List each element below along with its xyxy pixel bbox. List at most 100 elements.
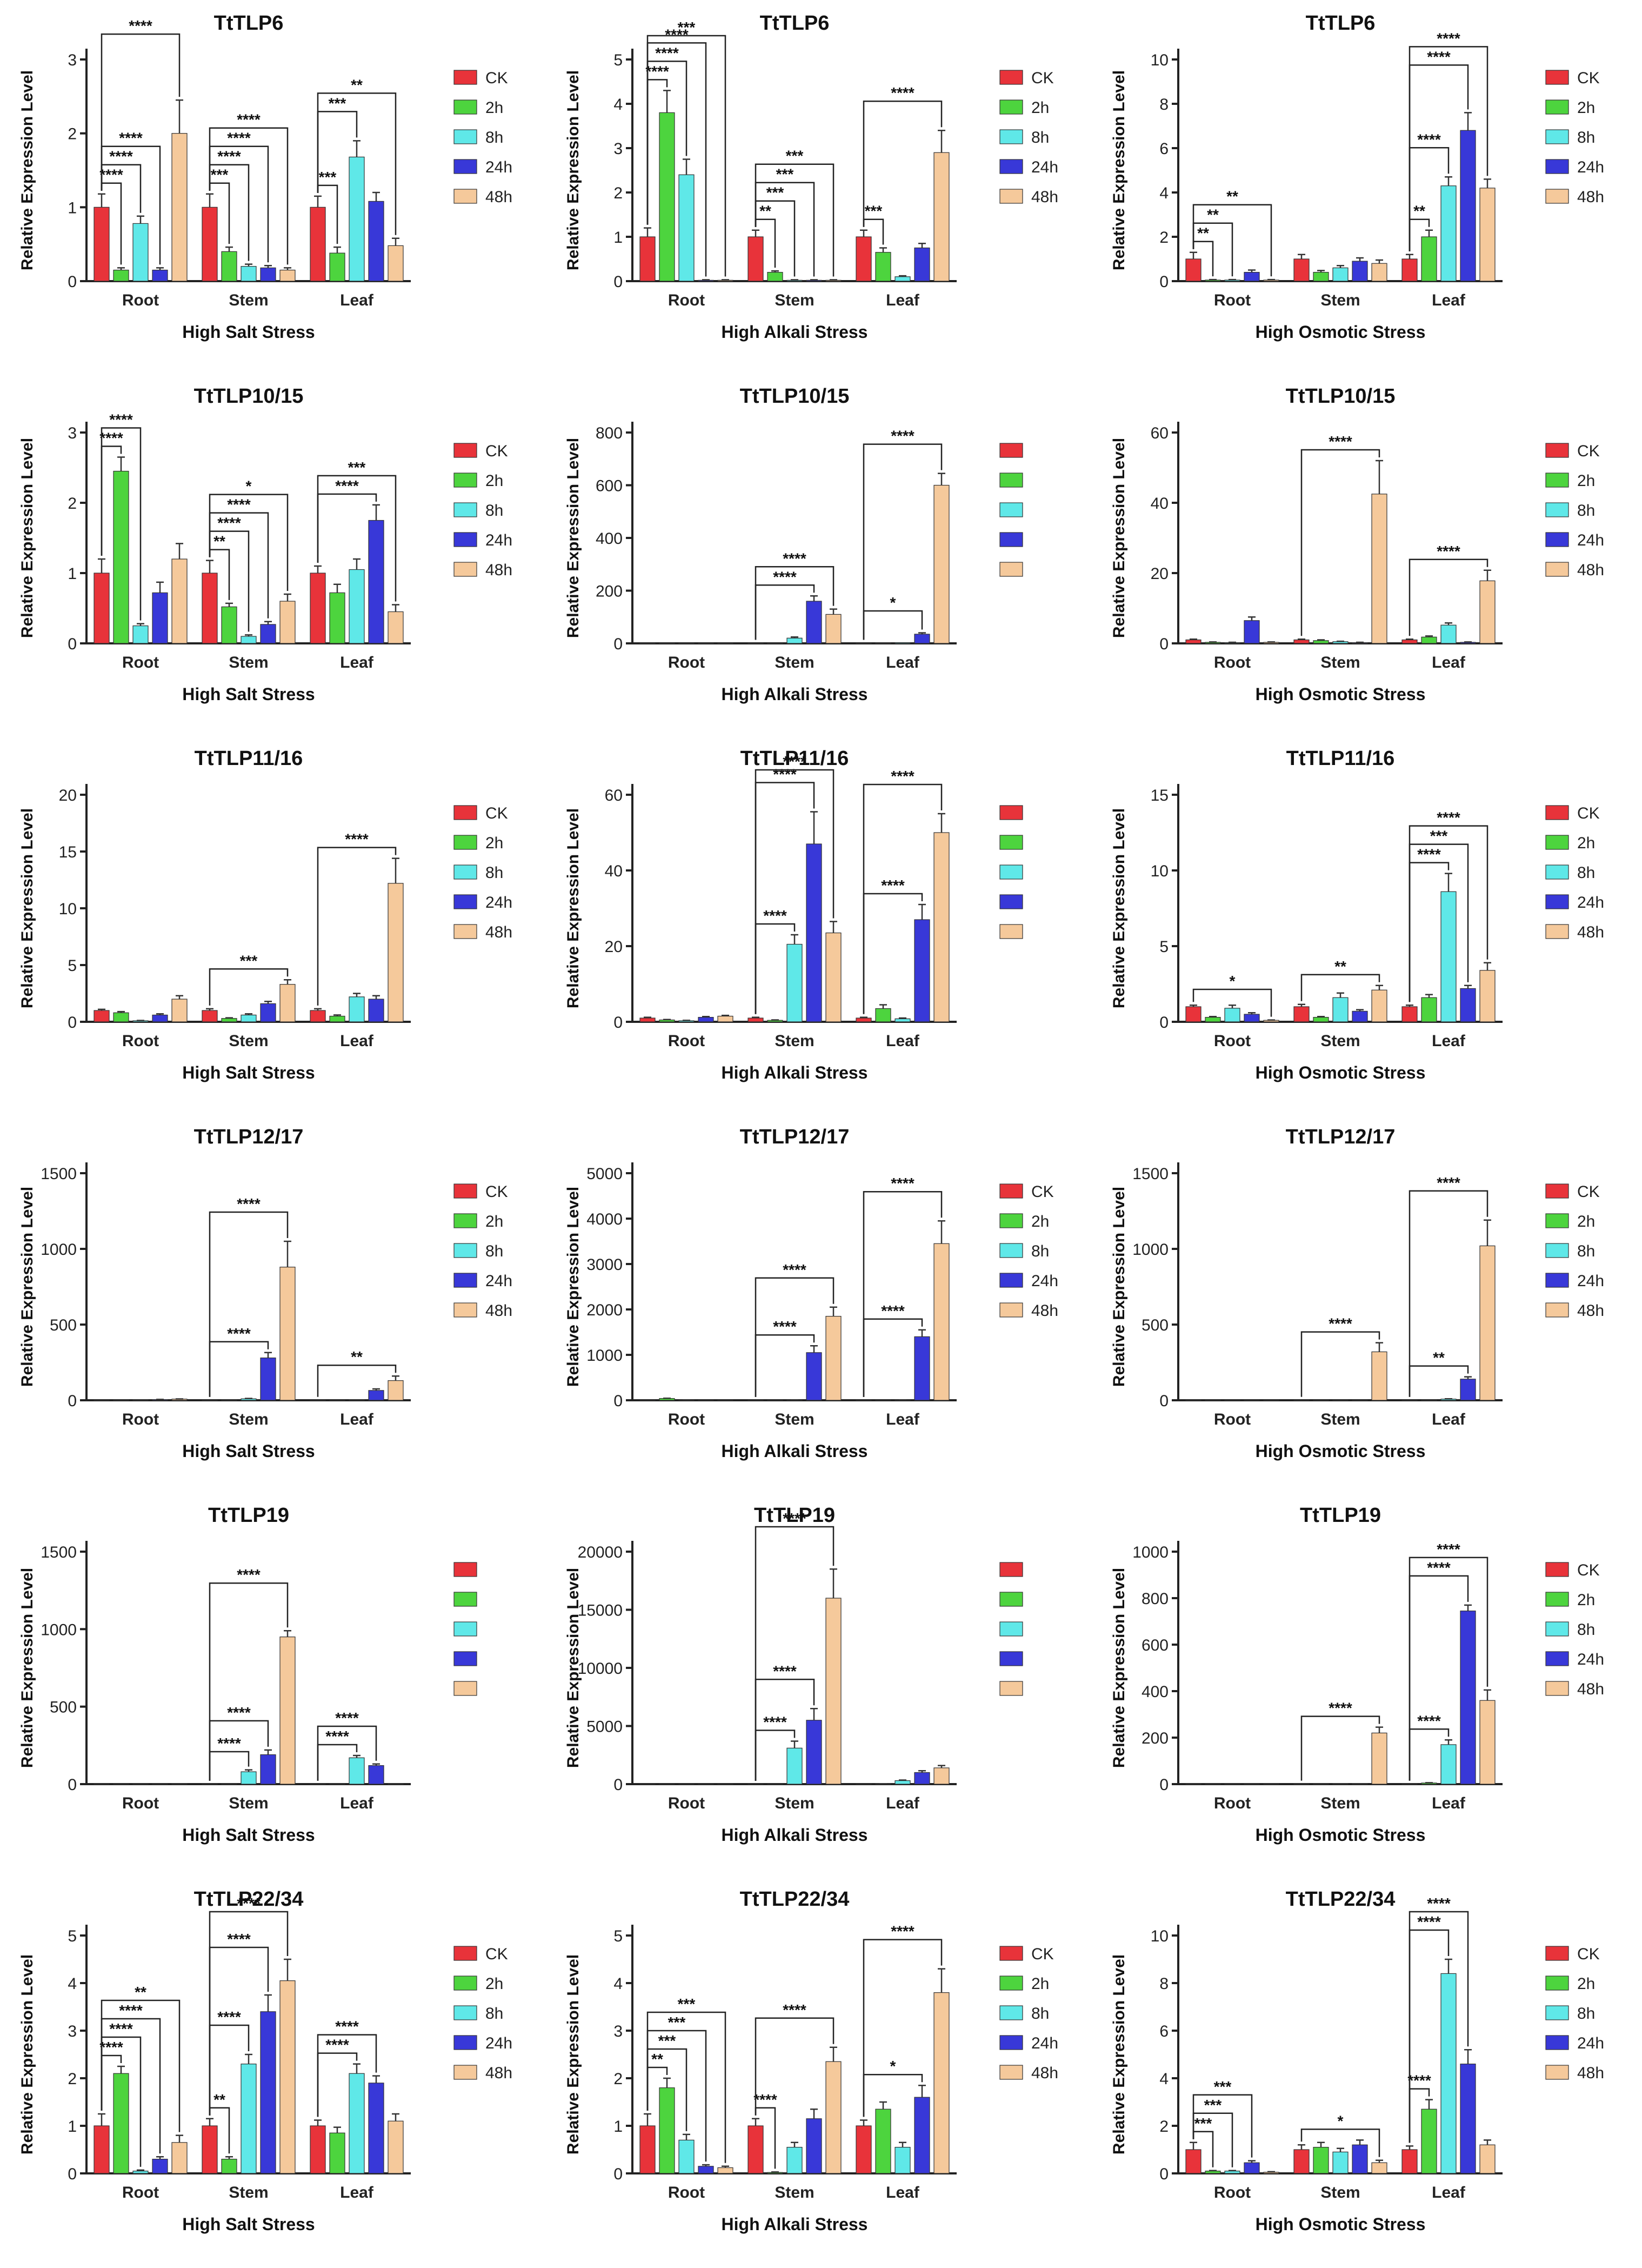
legend-swatch-8h <box>454 865 477 879</box>
legend-label: 8h <box>1031 2005 1049 2023</box>
bar-2h-Root <box>114 1013 129 1022</box>
x-tick-label: Leaf <box>340 2184 374 2202</box>
legend-label: 48h <box>1577 188 1604 206</box>
x-tick-label: Root <box>668 1411 705 1428</box>
bar-2h-Stem <box>1313 272 1329 281</box>
legend-swatch-48h <box>454 1303 477 1317</box>
x-tick-label: Root <box>668 1032 705 1050</box>
y-tick-label: 15000 <box>578 1602 623 1620</box>
legend-label: CK <box>485 69 508 87</box>
significance-label: **** <box>783 1261 806 1278</box>
bar-48h-Leaf <box>934 833 949 1022</box>
significance-label: *** <box>786 148 804 164</box>
x-axis-label: High Alkali Stress <box>722 2214 868 2234</box>
x-axis-label: High Alkali Stress <box>722 1063 868 1082</box>
y-axis-label: Relative Expression Level <box>18 70 36 270</box>
significance-label: ** <box>651 2051 663 2067</box>
legend-label: 8h <box>485 502 503 520</box>
y-tick-label: 0 <box>613 1776 623 1794</box>
error-bar <box>264 1995 272 2012</box>
significance-label: **** <box>783 550 806 567</box>
error-bar <box>702 280 710 281</box>
significance-label: ** <box>1334 958 1346 975</box>
bar-8h-Leaf <box>349 157 364 281</box>
bar-48h-Leaf <box>1480 188 1495 281</box>
legend-label: 48h <box>1031 1302 1058 1320</box>
error-bar <box>771 1020 779 1021</box>
error-bar <box>156 2157 164 2159</box>
x-tick-label: Root <box>1214 1032 1251 1050</box>
y-tick-label: 0 <box>1159 1014 1169 1032</box>
x-axis-label: High Salt Stress <box>182 1825 315 1845</box>
legend-swatch-CK <box>1546 1184 1568 1198</box>
error-bar <box>1484 1690 1491 1700</box>
bar-CK-Leaf <box>856 1018 871 1022</box>
bar-2h-Stem <box>767 272 783 281</box>
bar-24h-Root <box>152 270 168 282</box>
bar-CK-Stem <box>202 2126 217 2173</box>
bar-8h-Stem <box>787 2147 802 2173</box>
error-bar <box>206 2119 213 2126</box>
y-tick-label: 0 <box>613 273 623 291</box>
error-bar <box>392 605 399 612</box>
error-bar <box>810 812 818 844</box>
significance-bracket <box>864 1319 922 1397</box>
significance-label: * <box>890 2058 896 2074</box>
legend-swatch-24h <box>1000 1273 1023 1287</box>
error-bar <box>722 280 729 281</box>
legend-swatch-2h <box>454 1976 477 1990</box>
significance-label: **** <box>1417 1712 1441 1729</box>
y-tick-label: 600 <box>596 477 623 495</box>
bar-CK-Root <box>640 1018 655 1022</box>
significance-label: **** <box>753 2091 777 2108</box>
legend-label: 2h <box>1031 1975 1049 1993</box>
y-tick-label: 200 <box>596 583 623 601</box>
y-tick-label: 0 <box>68 1392 77 1410</box>
legend-swatch-CK <box>1546 1946 1568 1960</box>
x-tick-label: Root <box>668 291 705 309</box>
error-bar <box>938 1969 945 1993</box>
error-bar <box>1406 2146 1413 2150</box>
bar-2h-Root <box>659 112 675 281</box>
y-tick-label: 0 <box>1159 1776 1169 1794</box>
bar-24h-Leaf <box>369 201 384 281</box>
error-bar <box>117 2066 125 2073</box>
error-bar <box>264 622 272 624</box>
x-axis-label: High Salt Stress <box>182 684 315 704</box>
bar-48h-Leaf <box>934 485 949 644</box>
error-bar <box>918 1330 926 1337</box>
significance-label: **** <box>217 2008 241 2025</box>
chart-title: TtTLP19 <box>208 1504 289 1527</box>
y-tick-label: 60 <box>605 787 623 804</box>
legend-swatch-CK <box>454 1184 477 1198</box>
bar-24h-Leaf <box>915 248 930 282</box>
y-tick-label: 10 <box>1151 862 1169 880</box>
bar-48h-Root <box>718 1016 733 1022</box>
legend-label: 8h <box>1577 1242 1595 1260</box>
y-tick-label: 2 <box>68 495 77 513</box>
y-tick-label: 1000 <box>1132 1241 1169 1259</box>
bar-8h-Leaf <box>349 570 364 644</box>
error-bar <box>245 2054 252 2064</box>
legend-label: CK <box>485 1183 508 1201</box>
x-tick-label: Root <box>122 2184 159 2202</box>
legend-label: CK <box>1577 1945 1600 1963</box>
bar-2h-Leaf <box>330 593 345 643</box>
error-bar <box>333 247 341 253</box>
significance-bracket <box>1410 1912 1468 2143</box>
legend-swatch-CK <box>454 806 477 820</box>
error-bar <box>830 609 837 615</box>
error-bar <box>264 1353 272 1358</box>
legend-swatch-2h <box>454 473 477 487</box>
significance-label: **** <box>773 1318 797 1335</box>
y-tick-label: 2 <box>613 184 623 202</box>
legend-label: CK <box>1577 1183 1600 1201</box>
